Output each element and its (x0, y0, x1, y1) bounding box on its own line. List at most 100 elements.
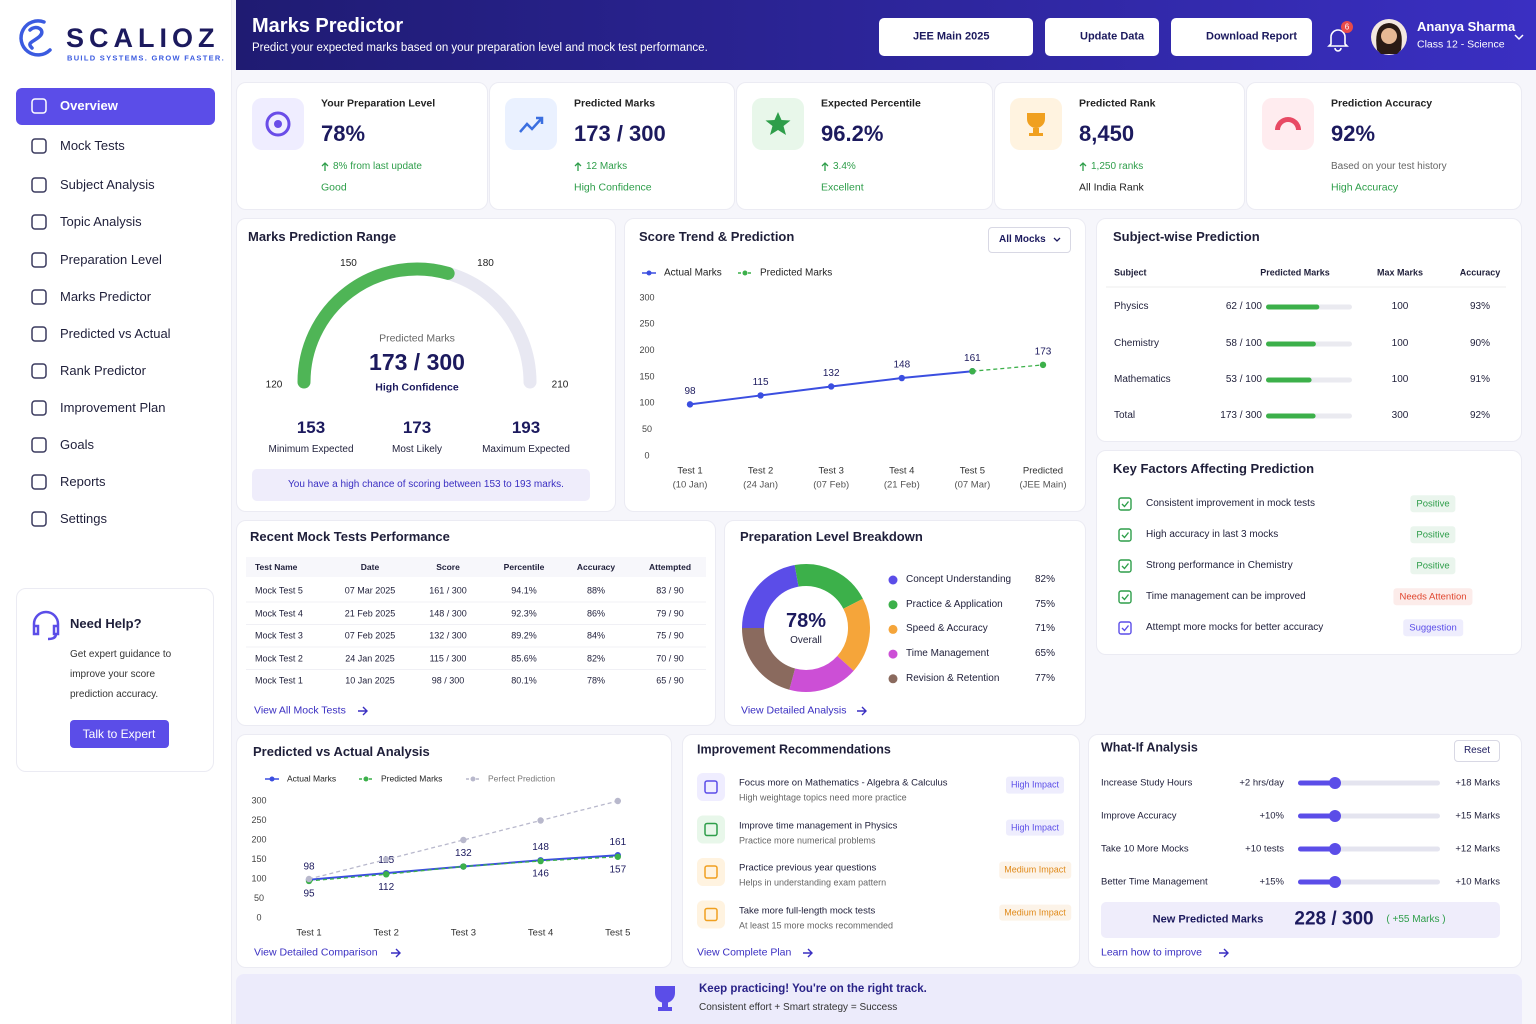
column-header: Subject (1114, 267, 1147, 278)
header-button[interactable] (1171, 18, 1312, 56)
data-point (757, 392, 764, 399)
stat-change: 8% from last update (333, 161, 422, 172)
donut-segment (742, 565, 800, 629)
slider-fill (1298, 879, 1335, 885)
stat-status: All India Rank (1079, 181, 1144, 194)
gauge-tick-label: 150 (340, 258, 357, 269)
data-point (1039, 361, 1047, 369)
link-arrow (358, 706, 368, 716)
whatif-setting: +10% (1259, 810, 1284, 822)
legend-dot (888, 575, 898, 585)
rec-title: Focus more on Mathematics - Algebra & Ca… (739, 777, 948, 789)
check-mark (1121, 625, 1130, 632)
impact-tag: Medium Impact (999, 861, 1071, 879)
nav-item[interactable]: Predicted vs Actual (60, 326, 171, 342)
header-button[interactable] (1045, 18, 1159, 56)
nav-item[interactable]: Settings (60, 511, 107, 527)
nav-icon (31, 400, 47, 416)
link[interactable]: View All Mock Tests (254, 704, 346, 717)
reset-button[interactable] (1454, 740, 1500, 762)
check-mark (1121, 532, 1130, 539)
slider-knob (1329, 843, 1341, 855)
table-cell: Mock Test 1 (255, 675, 303, 686)
legend-value: 82% (1034, 574, 1055, 585)
data-label: 115 (753, 377, 769, 388)
filter-dropdown[interactable] (988, 227, 1071, 253)
stat-icon (765, 112, 791, 135)
y-tick-label: 50 (642, 424, 652, 434)
gauge-value (297, 262, 455, 389)
table-cell: 70 / 90 (656, 653, 684, 664)
nav-item[interactable]: Overview (60, 98, 118, 114)
stat-value: 92% (1331, 120, 1376, 146)
x-tick-label: Test 3 (451, 928, 476, 939)
trend-arrow (574, 162, 582, 171)
header-button-label[interactable]: Download Report (1206, 30, 1298, 43)
donut-center-label: Overall (790, 635, 822, 646)
reset-label[interactable]: Reset (1463, 745, 1491, 756)
nav-item[interactable]: Mock Tests (60, 138, 125, 154)
max-marks: 100 (1391, 301, 1409, 312)
nav-item[interactable]: Improvement Plan (60, 400, 166, 416)
x-tick-label: Test 1 (677, 466, 702, 477)
whatif-result: +15 Marks (1455, 810, 1500, 822)
help-icon (32, 610, 60, 641)
nav-item[interactable]: Goals (60, 437, 94, 453)
data-point (898, 374, 905, 382)
nav-item[interactable]: Rank Predictor (60, 363, 146, 379)
header-button-label[interactable]: Update Data (1080, 30, 1145, 43)
link[interactable]: Learn how to improve (1101, 946, 1202, 959)
factor-text: Strong performance in Chemistry (1146, 560, 1293, 571)
data-label: 95 (303, 889, 315, 900)
legend-dot (269, 776, 275, 782)
help-button[interactable] (70, 720, 169, 748)
link[interactable]: View Detailed Analysis (741, 704, 847, 717)
legend-dot (888, 600, 898, 610)
filter-label[interactable]: All Mocks (999, 234, 1046, 245)
legend-label: Speed & Accuracy (906, 623, 988, 635)
y-tick-label: 200 (639, 345, 654, 355)
stat-icon (274, 120, 282, 128)
x-tick-sublabel: (JEE Main) (1020, 480, 1067, 491)
nav-item[interactable]: Topic Analysis (60, 214, 142, 230)
rec-title: Practice previous year questions (739, 862, 877, 874)
y-tick-label: 300 (639, 292, 654, 302)
data-point (969, 368, 976, 375)
nav-icon (31, 289, 47, 305)
link[interactable]: View Complete Plan (697, 946, 792, 959)
data-label: 132 (823, 368, 840, 379)
nav-item[interactable]: Marks Predictor (60, 289, 152, 305)
bell-icon (1327, 29, 1349, 52)
stat-value: 173 / 300 (574, 120, 666, 146)
column-header: Test Name (255, 561, 298, 572)
nav-icon (31, 511, 47, 527)
column-header: Date (360, 561, 380, 572)
table-cell: 161 / 300 (429, 585, 467, 596)
subject-name: Mathematics (1114, 374, 1171, 385)
nav-item[interactable]: Reports (60, 474, 106, 490)
bar (1266, 341, 1316, 347)
trend-arrow (321, 162, 329, 171)
column-header: Predicted Marks (1260, 267, 1330, 278)
stat-value: 78% (321, 120, 366, 146)
y-tick-label: 200 (251, 834, 266, 844)
y-tick-label: 300 (251, 795, 266, 805)
link[interactable]: View Detailed Comparison (254, 946, 378, 959)
header-button-label[interactable]: JEE Main 2025 (913, 30, 990, 43)
banner-text: Consistent effort + Smart strategy = Suc… (699, 1002, 898, 1013)
table-cell: 07 Mar 2025 (344, 585, 396, 596)
trend-arrow (1079, 162, 1087, 171)
data-point (614, 853, 621, 860)
help-button-label[interactable]: Talk to Expert (82, 726, 156, 741)
stat-value: 96.2% (821, 120, 884, 146)
stat-icon-bg (1262, 98, 1314, 150)
table-cell: 75 / 90 (656, 630, 684, 641)
nav-item[interactable]: Preparation Level (60, 252, 162, 268)
nav-item[interactable]: Subject Analysis (60, 177, 155, 193)
data-point (828, 383, 835, 390)
header-button[interactable] (879, 18, 1033, 56)
range-point-label: Maximum Expected (482, 444, 570, 455)
predicted-label: 62 / 100 (1225, 301, 1262, 312)
nav-icon (31, 437, 47, 453)
